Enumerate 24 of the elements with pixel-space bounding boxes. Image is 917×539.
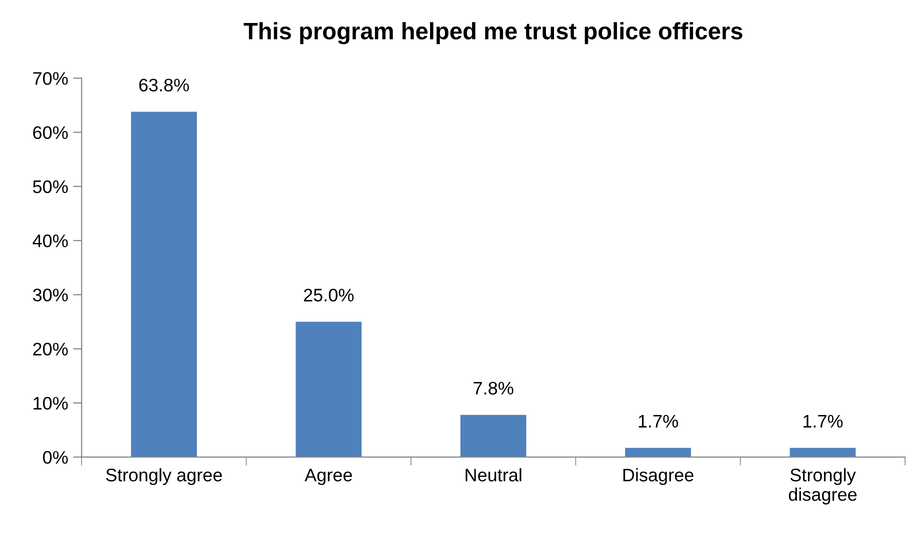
x-tick-label: Agree <box>304 468 352 486</box>
y-tick-label: 0% <box>43 451 68 464</box>
data-label: 7.8% <box>474 382 514 395</box>
data-label: 63.8% <box>139 78 189 92</box>
y-tick-label: 10% <box>34 396 68 410</box>
bar <box>460 414 526 458</box>
bar <box>790 448 856 458</box>
bar <box>131 112 197 458</box>
bar <box>625 448 691 458</box>
data-label: 1.7% <box>638 414 678 428</box>
y-tick-label: 30% <box>32 288 68 302</box>
data-label: 25.0% <box>304 288 354 302</box>
y-tick-label: 40% <box>32 234 68 248</box>
y-tick-label: 70% <box>33 72 68 85</box>
y-tick-label: 50% <box>33 180 68 194</box>
bar <box>296 322 362 458</box>
chart-title: This program helped me trust police officers <box>244 22 742 44</box>
y-tick-label: 60% <box>33 126 68 140</box>
x-tick-label: Strongly disagree <box>788 468 857 504</box>
data-label: 1.7% <box>804 414 843 428</box>
x-tick-label: Neutral <box>466 468 522 482</box>
y-tick-label: 20% <box>33 342 68 356</box>
x-tick-label: Strongly agree <box>106 468 222 486</box>
x-tick-label: Disagree <box>623 468 694 486</box>
